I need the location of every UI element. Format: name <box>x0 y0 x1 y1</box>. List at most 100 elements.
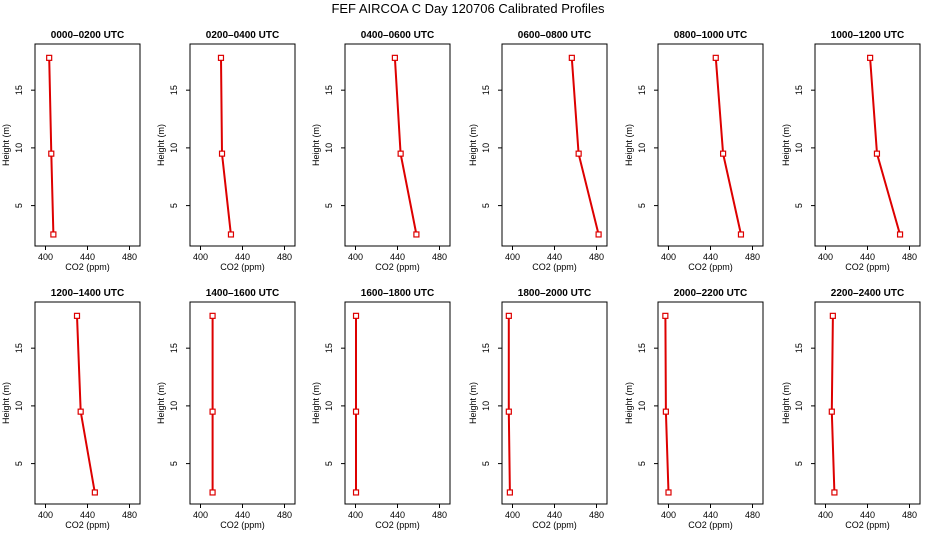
profile-panel: 1800–2000 UTC 400 440 480 5 10 15 CO2 (ppm) Heig… <box>468 288 608 530</box>
x-tick-label: 480 <box>432 252 447 262</box>
y-tick-label: 15 <box>481 85 491 95</box>
profile-panel: 0000–0200 UTC 400 440 480 5 10 15 CO2 (ppm) Heig… <box>1 30 141 272</box>
panel-title: 1800–2000 UTC <box>518 288 591 299</box>
profile-line <box>220 57 232 235</box>
x-tick-label: 480 <box>902 252 917 262</box>
panel-title: 2200–2400 UTC <box>831 288 904 299</box>
x-axis-label: CO2 (ppm) <box>845 262 890 272</box>
data-point <box>829 312 836 319</box>
y-tick-label: 15 <box>324 343 334 353</box>
y-axis-label: Height (m) <box>624 382 634 424</box>
data-point <box>48 150 55 157</box>
profile-line <box>714 57 742 235</box>
x-tick-label: 400 <box>193 252 208 262</box>
panel-title: 0000–0200 UTC <box>51 30 124 41</box>
y-tick-label: 5 <box>794 461 804 466</box>
plot-frame <box>344 301 451 505</box>
y-axis-label: Height (m) <box>311 382 321 424</box>
x-tick-label: 400 <box>818 252 833 262</box>
x-tick-label: 480 <box>122 252 137 262</box>
data-point <box>209 408 216 415</box>
y-tick-label: 10 <box>169 401 179 411</box>
y-tick-label: 10 <box>637 401 647 411</box>
profile-line <box>76 315 96 493</box>
x-tick-label: 440 <box>390 252 405 262</box>
panel-title: 0800–1000 UTC <box>674 30 747 41</box>
x-tick-label: 480 <box>589 252 604 262</box>
data-point <box>227 231 235 238</box>
y-axis-label: Height (m) <box>624 124 634 166</box>
panel-title: 1400–1600 UTC <box>206 288 279 299</box>
x-tick-label: 400 <box>38 510 53 520</box>
y-axis-label: Height (m) <box>1 382 11 424</box>
y-tick-label: 5 <box>169 461 179 466</box>
x-axis-label: CO2 (ppm) <box>532 262 577 272</box>
data-point <box>662 408 669 415</box>
plot-frame <box>814 43 921 247</box>
x-tick-label: 400 <box>661 510 676 520</box>
y-axis-label: Height (m) <box>156 382 166 424</box>
y-tick-label: 15 <box>14 85 24 95</box>
x-axis-label: CO2 (ppm) <box>220 520 265 530</box>
y-tick-label: 5 <box>324 203 334 208</box>
x-tick-label: 440 <box>547 510 562 520</box>
data-point <box>568 54 575 61</box>
y-tick-label: 5 <box>637 203 647 208</box>
panel-title: 1000–1200 UTC <box>831 30 904 41</box>
x-tick-label: 400 <box>505 252 520 262</box>
y-axis-label: Height (m) <box>781 124 791 166</box>
data-point <box>209 489 216 496</box>
y-tick-label: 10 <box>794 401 804 411</box>
plot-frame <box>501 43 608 247</box>
x-tick-label: 440 <box>703 252 718 262</box>
profile-line <box>869 57 901 235</box>
panel-title: 0400–0600 UTC <box>361 30 434 41</box>
data-point <box>50 231 57 238</box>
y-tick-label: 5 <box>481 461 491 466</box>
y-axis-label: Height (m) <box>156 124 166 166</box>
y-tick-label: 10 <box>169 143 179 153</box>
y-tick-label: 5 <box>169 203 179 208</box>
x-tick-label: 400 <box>348 252 363 262</box>
x-axis-label: CO2 (ppm) <box>532 520 577 530</box>
profile-panel: 1400–1600 UTC 400 440 480 5 10 15 CO2 (ppm) Heig… <box>156 288 296 530</box>
figure-title: FEF AIRCOA C Day 120706 Calibrated Profi… <box>331 1 605 16</box>
x-axis-label: CO2 (ppm) <box>220 262 265 272</box>
y-axis-label: Height (m) <box>1 124 11 166</box>
panel-title: 2000–2200 UTC <box>674 288 747 299</box>
y-tick-label: 15 <box>481 343 491 353</box>
plot-frame <box>657 43 764 247</box>
x-tick-label: 440 <box>860 252 875 262</box>
data-point <box>575 150 582 157</box>
data-point <box>506 489 513 496</box>
data-point <box>873 150 881 157</box>
y-tick-label: 15 <box>169 343 179 353</box>
profile-panel: 0200–0400 UTC 400 440 480 5 10 15 CO2 (ppm) Heig… <box>156 30 296 272</box>
x-tick-label: 400 <box>348 510 363 520</box>
data-point <box>91 489 98 496</box>
profile-panel: 0400–0600 UTC 400 440 480 5 10 15 CO2 (ppm) Heig… <box>311 30 451 272</box>
data-point <box>867 54 874 61</box>
y-tick-label: 15 <box>794 85 804 95</box>
profile-panel: 1000–1200 UTC 400 440 480 5 10 15 CO2 (ppm) Heig… <box>781 30 921 272</box>
x-tick-label: 480 <box>122 510 137 520</box>
data-point <box>831 489 838 496</box>
data-point <box>737 231 745 238</box>
data-point <box>391 54 398 61</box>
profile-panel: 1200–1400 UTC 400 440 480 5 10 15 CO2 (ppm) Heig… <box>1 288 141 530</box>
y-tick-label: 10 <box>324 143 334 153</box>
x-tick-label: 480 <box>745 510 760 520</box>
y-tick-label: 15 <box>637 343 647 353</box>
data-point <box>505 408 512 415</box>
x-tick-label: 480 <box>432 510 447 520</box>
data-point <box>352 489 360 496</box>
y-tick-label: 5 <box>14 203 24 208</box>
panel-title: 1200–1400 UTC <box>51 288 124 299</box>
x-tick-label: 400 <box>193 510 208 520</box>
x-tick-label: 440 <box>860 510 875 520</box>
y-tick-label: 10 <box>637 143 647 153</box>
y-tick-label: 5 <box>794 203 804 208</box>
x-tick-label: 480 <box>902 510 917 520</box>
y-tick-label: 5 <box>637 461 647 466</box>
